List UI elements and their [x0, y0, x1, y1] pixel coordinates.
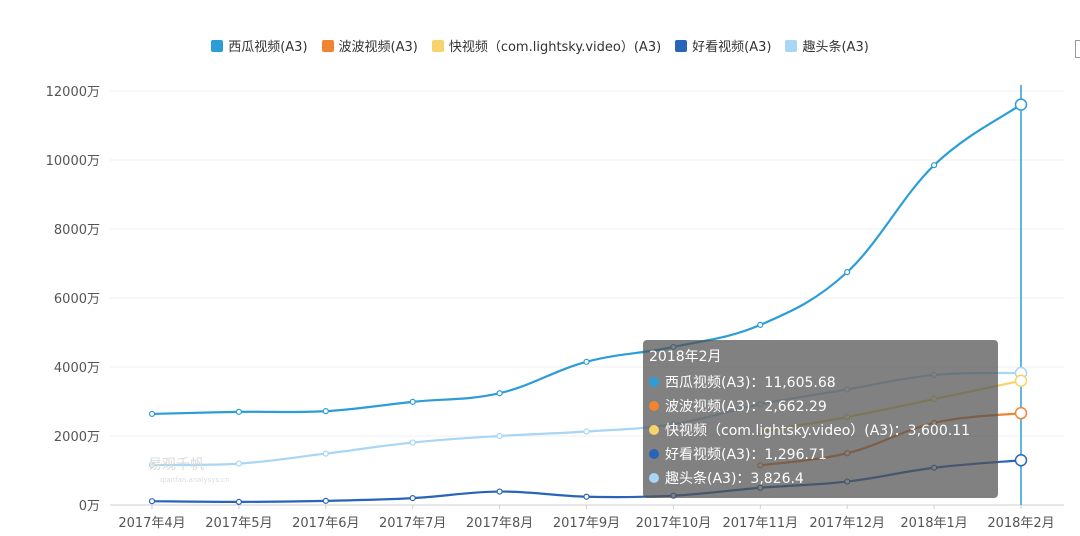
- data-point: [148, 498, 156, 505]
- data-point: [235, 408, 242, 415]
- tooltip-dot-bobo: [649, 401, 659, 411]
- watermark-logo: 易观千帆: [148, 457, 204, 473]
- watermark-url: qianfan.analysys.cn: [160, 476, 230, 484]
- x-tick-label: 2017年9月: [553, 516, 620, 531]
- x-tick-label: 2017年10月: [636, 516, 712, 531]
- data-point: [496, 488, 503, 495]
- data-point: [322, 497, 329, 504]
- legend-item-kuai[interactable]: 快视频（com.lightsky.video）(A3): [431, 36, 662, 55]
- data-point: [409, 398, 416, 405]
- x-tick-label: 2018年2月: [987, 516, 1054, 531]
- legend-swatch-qutoutiao: [785, 39, 798, 52]
- data-point: [930, 162, 938, 169]
- legend-item-xigua[interactable]: 西瓜视频(A3): [211, 36, 308, 55]
- data-point: [583, 493, 590, 500]
- x-tick-label: 2017年12月: [809, 516, 885, 531]
- legend-label-qutoutiao: 趣头条(A3): [802, 40, 869, 55]
- legend-item-haokan[interactable]: 好看视频(A3): [675, 36, 771, 55]
- data-point: [148, 410, 156, 418]
- data-point: [1014, 98, 1028, 111]
- legend-swatch-haokan: [675, 39, 688, 52]
- data-point: [322, 450, 329, 457]
- legend-swatch-kuai: [431, 39, 444, 52]
- data-point: [235, 498, 242, 505]
- data-point: [235, 460, 242, 467]
- tooltip-row-bobo: 波波视频(A3)：2,662.29: [649, 394, 992, 418]
- legend-item-bobo[interactable]: 波波视频(A3): [321, 36, 418, 55]
- y-tick-label: 0万: [79, 499, 100, 514]
- data-point: [409, 495, 416, 502]
- tooltip-text-bobo: 波波视频(A3)：2,662.29: [665, 399, 827, 415]
- series-line: [151, 103, 1022, 416]
- y-tick-label: 12000万: [46, 85, 100, 100]
- data-point: [322, 408, 329, 415]
- x-tick-label: 2017年8月: [466, 516, 533, 531]
- x-tick-label: 2017年11月: [722, 516, 798, 531]
- data-point: [583, 358, 590, 365]
- legend-label-kuai: 快视频（com.lightsky.video）(A3): [448, 40, 662, 55]
- data-point: [1014, 406, 1028, 420]
- data-point: [1014, 374, 1028, 388]
- tooltip-title: 2018年2月: [649, 349, 722, 365]
- tooltip-row-qutoutiao: 趣头条(A3)：3,826.4: [649, 466, 992, 490]
- tooltip-dot-xigua: [649, 377, 659, 387]
- tooltip-text-haokan: 好看视频(A3)：1,296.71: [665, 447, 827, 463]
- tooltip-dot-qutoutiao: [649, 473, 659, 483]
- tooltip-row-haokan: 好看视频(A3)：1,296.71: [649, 442, 992, 466]
- x-tick-label: 2018年1月: [900, 516, 967, 531]
- data-point: [496, 390, 503, 397]
- tooltip-dot-kuai: [649, 425, 659, 435]
- data-point: [583, 428, 590, 435]
- x-tick-label: 2017年5月: [205, 516, 272, 531]
- data-point: [148, 461, 156, 469]
- y-tick-label: 6000万: [54, 292, 100, 307]
- corner-bracket: [1075, 40, 1080, 58]
- data-point: [496, 432, 503, 440]
- tooltip-text-xigua: 西瓜视频(A3)：11,605.68: [665, 375, 836, 391]
- data-point: [757, 321, 764, 329]
- x-tick-label: 2017年6月: [292, 516, 359, 531]
- y-tick-label: 2000万: [54, 430, 100, 445]
- legend-label-bobo: 波波视频(A3): [338, 40, 418, 55]
- data-point: [844, 269, 851, 276]
- x-tick-label: 2017年7月: [379, 516, 446, 531]
- data-point: [1014, 454, 1028, 467]
- tooltip-row-kuai: 快视频（com.lightsky.video）(A3)：3,600.11: [649, 418, 992, 442]
- y-tick-label: 10000万: [46, 154, 100, 169]
- chart-legend: 西瓜视频(A3) 波波视频(A3) 快视频（com.lightsky.video…: [0, 36, 1080, 55]
- tooltip-row-xigua: 西瓜视频(A3)：11,605.68: [649, 370, 992, 394]
- legend-label-xigua: 西瓜视频(A3): [228, 40, 308, 55]
- legend-label-haokan: 好看视频(A3): [692, 40, 772, 55]
- tooltip-dot-haokan: [649, 449, 659, 459]
- y-tick-label: 8000万: [54, 223, 100, 238]
- x-tick-label: 2017年4月: [118, 516, 185, 531]
- legend-swatch-bobo: [321, 39, 334, 52]
- y-tick-label: 4000万: [54, 361, 100, 376]
- chart-tooltip: 2018年2月 西瓜视频(A3)：11,605.68 波波视频(A3)：2,66…: [643, 340, 998, 498]
- data-point: [409, 439, 416, 446]
- legend-swatch-xigua: [211, 39, 224, 52]
- legend-item-qutoutiao[interactable]: 趣头条(A3): [785, 36, 869, 55]
- tooltip-text-kuai: 快视频（com.lightsky.video）(A3)：3,600.11: [665, 423, 971, 439]
- tooltip-text-qutoutiao: 趣头条(A3)：3,826.4: [665, 471, 804, 487]
